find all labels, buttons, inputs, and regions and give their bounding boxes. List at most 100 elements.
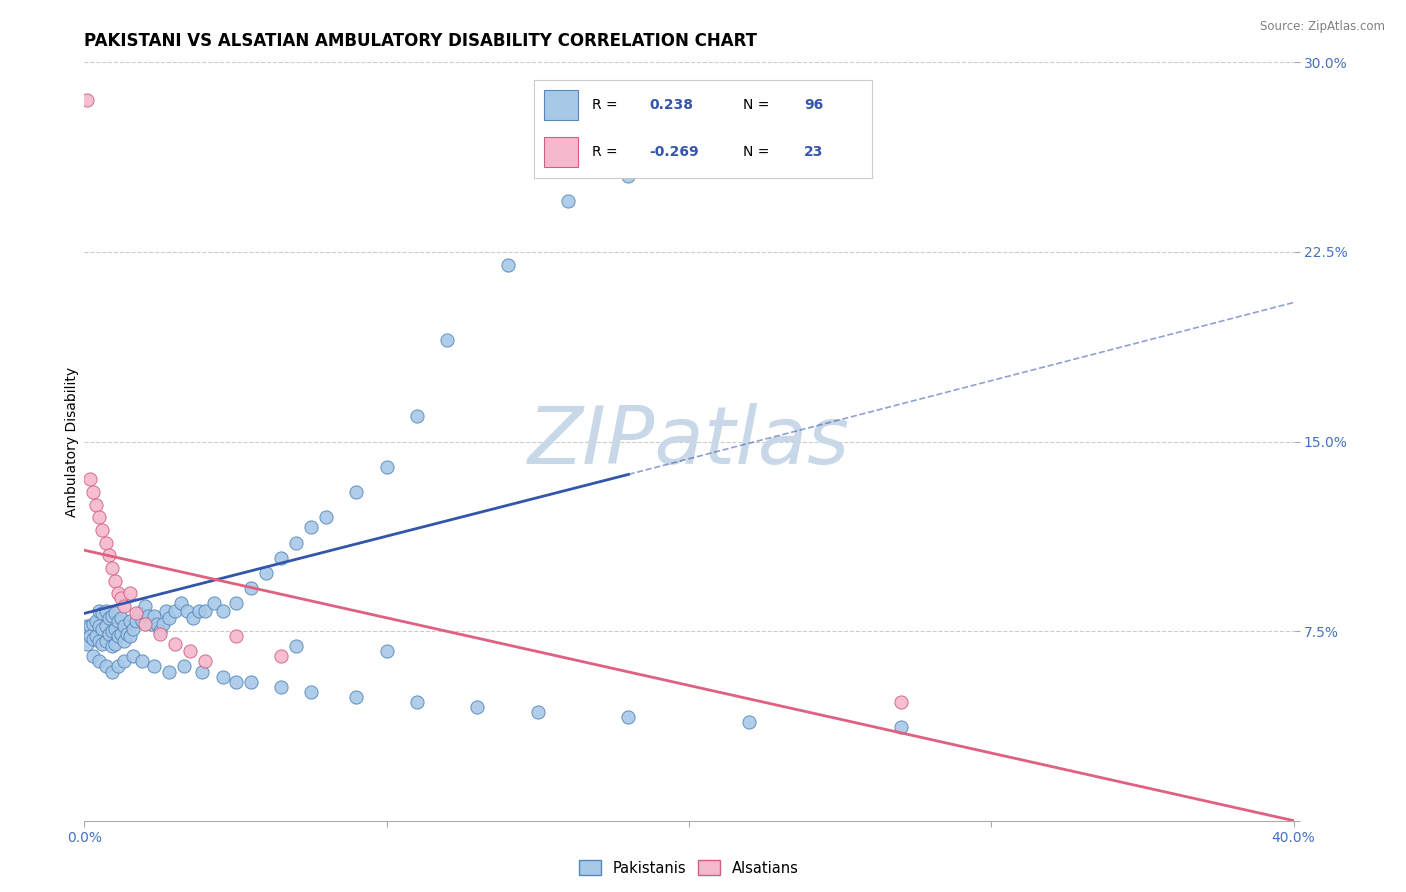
Point: [76, 619, 98, 633]
Point: [254, 566, 277, 580]
Point: [94, 604, 117, 618]
Point: [146, 616, 169, 631]
Point: [76, 637, 98, 651]
Point: [173, 659, 195, 673]
Point: [112, 619, 135, 633]
Point: [89, 655, 111, 669]
Point: [112, 655, 135, 669]
Point: [617, 169, 640, 184]
Point: [134, 616, 156, 631]
Point: [94, 619, 117, 633]
Point: [89, 510, 111, 524]
Point: [125, 607, 148, 621]
Point: [134, 599, 156, 613]
Point: [112, 634, 135, 648]
Y-axis label: Ambulatory Disability: Ambulatory Disability: [65, 367, 79, 516]
Point: [557, 194, 579, 209]
Legend: Pakistanis, Alsatians: Pakistanis, Alsatians: [574, 855, 804, 881]
Point: [436, 334, 458, 348]
Point: [527, 705, 550, 719]
Bar: [544, 137, 578, 167]
Text: Source: ZipAtlas.com: Source: ZipAtlas.com: [1260, 20, 1385, 33]
Point: [94, 634, 117, 648]
Point: [104, 622, 127, 636]
Point: [107, 629, 129, 643]
Point: [285, 639, 308, 653]
Point: [97, 611, 120, 625]
Point: [115, 626, 138, 640]
Text: -0.269: -0.269: [650, 145, 699, 159]
Point: [97, 548, 120, 563]
Point: [79, 473, 101, 487]
Point: [142, 659, 165, 673]
Point: [86, 629, 108, 643]
Text: 23: 23: [804, 145, 824, 159]
Point: [125, 614, 148, 628]
Point: [225, 629, 247, 643]
Point: [136, 608, 159, 623]
Point: [82, 649, 104, 664]
Point: [94, 659, 117, 673]
Point: [82, 632, 104, 646]
Point: [149, 626, 172, 640]
Point: [76, 94, 98, 108]
Point: [152, 616, 174, 631]
Text: N =: N =: [744, 145, 775, 159]
Point: [91, 523, 114, 537]
Point: [315, 510, 337, 524]
Point: [86, 614, 108, 628]
Point: [112, 599, 135, 613]
Point: [270, 550, 292, 565]
Point: [375, 644, 398, 658]
Point: [79, 629, 101, 643]
Point: [738, 715, 761, 730]
Point: [176, 604, 198, 618]
Point: [890, 695, 912, 709]
Point: [107, 614, 129, 628]
Point: [678, 156, 700, 170]
Point: [467, 699, 489, 714]
Bar: [544, 90, 578, 120]
Point: [100, 624, 122, 639]
Point: [179, 644, 201, 658]
Point: [100, 665, 122, 679]
Point: [118, 614, 141, 628]
Point: [104, 607, 127, 621]
Point: [194, 655, 217, 669]
Point: [142, 608, 165, 623]
Text: 0.238: 0.238: [650, 98, 693, 112]
Point: [89, 604, 111, 618]
Text: 96: 96: [804, 98, 824, 112]
Point: [212, 669, 235, 683]
Point: [406, 695, 429, 709]
Text: PAKISTANI VS ALSATIAN AMBULATORY DISABILITY CORRELATION CHART: PAKISTANI VS ALSATIAN AMBULATORY DISABIL…: [84, 32, 758, 50]
Point: [270, 649, 292, 664]
Point: [285, 535, 308, 549]
Point: [97, 626, 120, 640]
Point: [82, 485, 104, 500]
Point: [94, 535, 117, 549]
Point: [82, 616, 104, 631]
Point: [89, 619, 111, 633]
Point: [131, 655, 153, 669]
Point: [155, 604, 177, 618]
Point: [188, 604, 211, 618]
Point: [191, 665, 214, 679]
Point: [104, 637, 127, 651]
Text: R =: R =: [592, 98, 621, 112]
Point: [299, 520, 322, 534]
Point: [890, 720, 912, 734]
Point: [346, 485, 368, 500]
Point: [165, 604, 187, 618]
Point: [79, 619, 101, 633]
Text: N =: N =: [744, 98, 775, 112]
Point: [121, 649, 143, 664]
Point: [104, 574, 127, 588]
Point: [118, 629, 141, 643]
Point: [239, 581, 262, 595]
Point: [212, 604, 235, 618]
Point: [91, 607, 114, 621]
Point: [406, 409, 429, 424]
Point: [91, 637, 114, 651]
Point: [128, 607, 150, 621]
